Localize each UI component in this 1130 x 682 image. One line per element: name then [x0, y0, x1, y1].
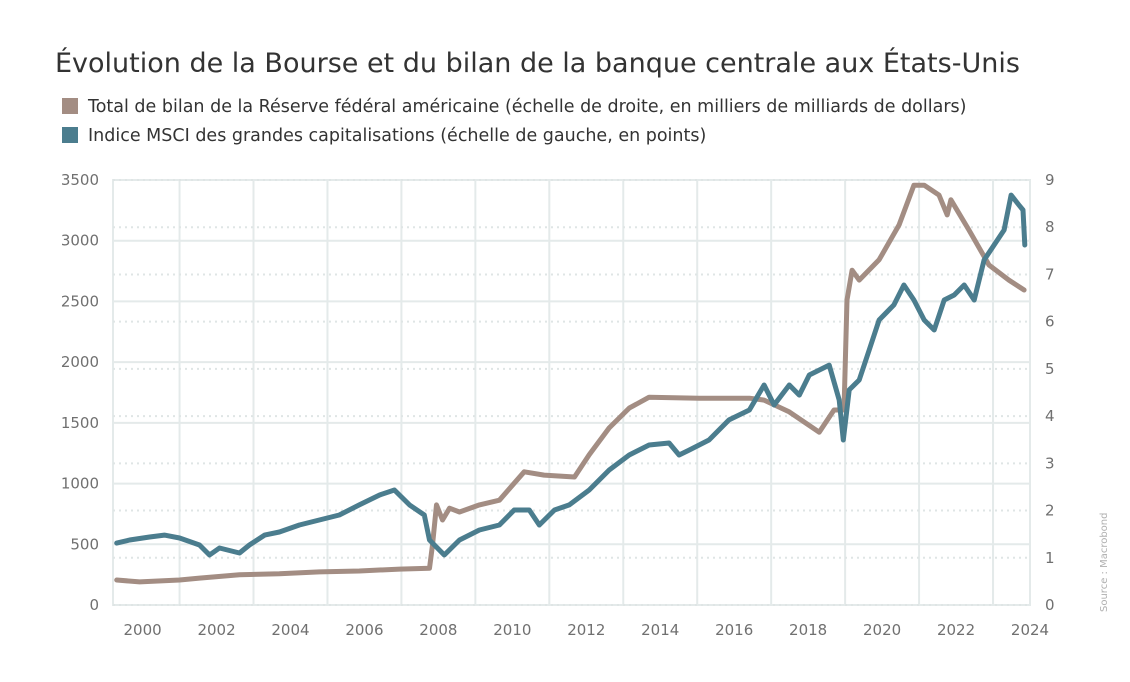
x-tick-label: 2006 [345, 621, 383, 639]
y2-tick-label: 0 [1045, 596, 1055, 614]
y-tick-label: 2500 [61, 292, 99, 310]
y2-tick-label: 2 [1045, 502, 1055, 520]
y-tick-label: 500 [70, 535, 99, 553]
y-tick-label: 2000 [61, 353, 99, 371]
x-tick-label: 2000 [123, 621, 161, 639]
y2-tick-label: 7 [1045, 265, 1055, 283]
x-tick-label: 2010 [493, 621, 531, 639]
y-tick-label: 3500 [61, 171, 99, 189]
y-tick-label: 3000 [61, 232, 99, 250]
chart-title: Évolution de la Bourse et du bilan de la… [55, 47, 1020, 79]
y2-tick-label: 3 [1045, 454, 1055, 472]
x-tick-label: 2016 [715, 621, 753, 639]
legend-swatch [62, 98, 78, 114]
y-tick-label: 0 [89, 596, 99, 614]
legend-swatch [62, 127, 78, 143]
y2-tick-label: 4 [1045, 407, 1055, 425]
legend-label: Indice MSCI des grandes capitalisations … [88, 126, 706, 146]
y-tick-label: 1500 [61, 414, 99, 432]
x-tick-label: 2008 [419, 621, 457, 639]
series-line [114, 192, 1028, 558]
x-tick-label: 2004 [271, 621, 309, 639]
y2-tick-label: 5 [1045, 360, 1055, 378]
x-tick-label: 2014 [641, 621, 679, 639]
y2-tick-label: 8 [1045, 218, 1055, 236]
source: Source : Macrobond [1099, 513, 1110, 613]
legend-label: Total de bilan de la Réserve fédéral amé… [87, 97, 966, 117]
x-tick-label: 2018 [789, 621, 827, 639]
x-tick-label: 2022 [937, 621, 975, 639]
y2-tick-label: 9 [1045, 171, 1055, 189]
x-tick-label: 2024 [1011, 621, 1049, 639]
x-tick-label: 2012 [567, 621, 605, 639]
x-tick-label: 2002 [197, 621, 235, 639]
series-line [114, 182, 1027, 585]
y-tick-label: 1000 [61, 475, 99, 493]
x-tick-label: 2020 [863, 621, 901, 639]
y2-tick-label: 6 [1045, 313, 1055, 331]
y2-tick-label: 1 [1045, 549, 1055, 567]
